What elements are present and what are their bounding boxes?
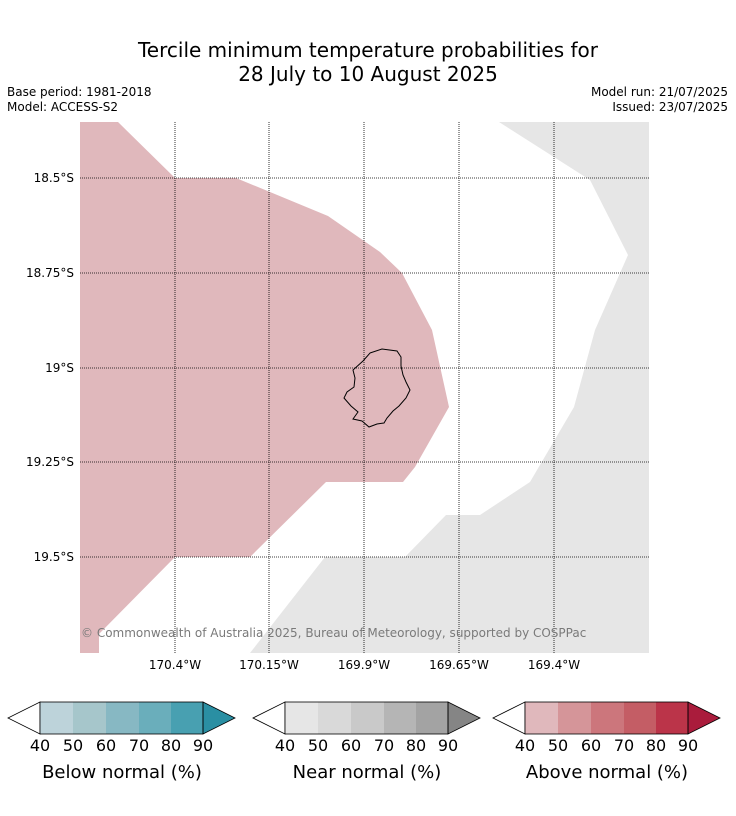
colorbar-above-segment	[558, 702, 591, 734]
colorbar-below-segment	[40, 702, 73, 734]
map-figure	[80, 122, 649, 653]
colorbar-below-segment	[139, 702, 171, 734]
colorbar-near-normal: 40 50 60 70 80 90 Near normal (%)	[252, 700, 482, 790]
colorbar-below-graphic	[7, 701, 236, 735]
colorbar-near-segment	[318, 702, 351, 734]
lon-label-169-9: 169.9°W	[337, 658, 391, 672]
colorbar-above-tick: 80	[645, 736, 667, 755]
colorbar-above-segment	[656, 702, 688, 734]
colorbar-near-graphic	[252, 701, 481, 735]
lon-label-169-4: 169.4°W	[527, 658, 581, 672]
colorbar-near-segment	[285, 702, 318, 734]
lon-label-169-65: 169.65°W	[429, 658, 489, 672]
colorbar-near-tick: 70	[373, 736, 395, 755]
lat-label-19-25: 19.25°S	[26, 455, 74, 469]
colorbar-below-extend-high	[203, 702, 235, 734]
colorbar-below-segment	[106, 702, 139, 734]
colorbar-below-segment	[73, 702, 106, 734]
colorbar-below-tick: 50	[62, 736, 84, 755]
lat-label-19: 19°S	[45, 361, 74, 375]
colorbar-above-tick: 60	[580, 736, 602, 755]
colorbar-near-tick: 80	[405, 736, 427, 755]
colorbar-near-segment	[384, 702, 416, 734]
colorbar-above-title: Above normal (%)	[525, 762, 689, 783]
colorbar-above-segment	[591, 702, 624, 734]
colorbar-above-segment	[624, 702, 656, 734]
island-coastline	[343, 348, 411, 428]
colorbar-near-extend-high	[448, 702, 480, 734]
colorbar-near-tick: 60	[340, 736, 362, 755]
meta-left: Base period: 1981-2018 Model: ACCESS-S2	[7, 85, 152, 115]
colorbar-near-tick: 40	[274, 736, 296, 755]
colorbar-above-tick: 90	[677, 736, 699, 755]
colorbar-below-tick: 90	[192, 736, 214, 755]
lon-label-170-15: 170.15°W	[239, 658, 299, 672]
colorbar-above-tick: 40	[514, 736, 536, 755]
colorbar-above-extend-high	[688, 702, 720, 734]
near-normal-region	[250, 122, 649, 653]
colorbar-below-title: Below normal (%)	[42, 762, 202, 783]
colorbar-above-segment	[525, 702, 558, 734]
copyright-notice: © Commonwealth of Australia 2025, Bureau…	[81, 626, 587, 640]
model-run: Model run: 21/07/2025	[590, 85, 728, 99]
grid-lines	[80, 122, 649, 653]
colorbar-near-segment	[416, 702, 448, 734]
colorbar-near-title: Near normal (%)	[292, 762, 442, 783]
colorbar-above-graphic	[492, 701, 721, 735]
lat-label-18-5: 18.5°S	[33, 171, 74, 185]
above-normal-region	[80, 122, 449, 653]
title-line-1: Tercile minimum temperature probabilitie…	[137, 38, 599, 62]
colorbar-below-normal: 40 50 60 70 80 90 Below normal (%)	[7, 700, 237, 790]
colorbar-above-extend-low	[492, 701, 526, 735]
colorbar-near-tick: 90	[437, 736, 459, 755]
issued-date: Issued: 23/07/2025	[612, 100, 728, 114]
colorbar-near-tick: 50	[307, 736, 329, 755]
map-title: Tercile minimum temperature probabilitie…	[0, 38, 736, 86]
colorbar-above-tick: 50	[547, 736, 569, 755]
colorbar-below-tick: 40	[29, 736, 51, 755]
colorbar-below-tick: 70	[128, 736, 150, 755]
model-name: Model: ACCESS-S2	[7, 100, 119, 114]
meta-right: Model run: 21/07/2025 Issued: 23/07/2025	[591, 85, 728, 115]
colorbar-below-extend-low	[7, 701, 41, 735]
lon-label-170-4: 170.4°W	[148, 658, 202, 672]
colorbar-below-tick: 80	[160, 736, 182, 755]
title-line-2: 28 July to 10 August 2025	[238, 62, 498, 86]
colorbar-near-extend-low	[252, 701, 286, 735]
lat-label-18-75: 18.75°S	[26, 266, 74, 280]
colorbar-near-segment	[351, 702, 384, 734]
colorbar-below-tick: 60	[95, 736, 117, 755]
base-period: Base period: 1981-2018	[7, 85, 152, 99]
colorbar-below-segment	[171, 702, 203, 734]
lat-label-19-5: 19.5°S	[33, 550, 74, 564]
colorbar-above-tick: 70	[613, 736, 635, 755]
colorbar-above-normal: 40 50 60 70 80 90 Above normal (%)	[492, 700, 722, 790]
